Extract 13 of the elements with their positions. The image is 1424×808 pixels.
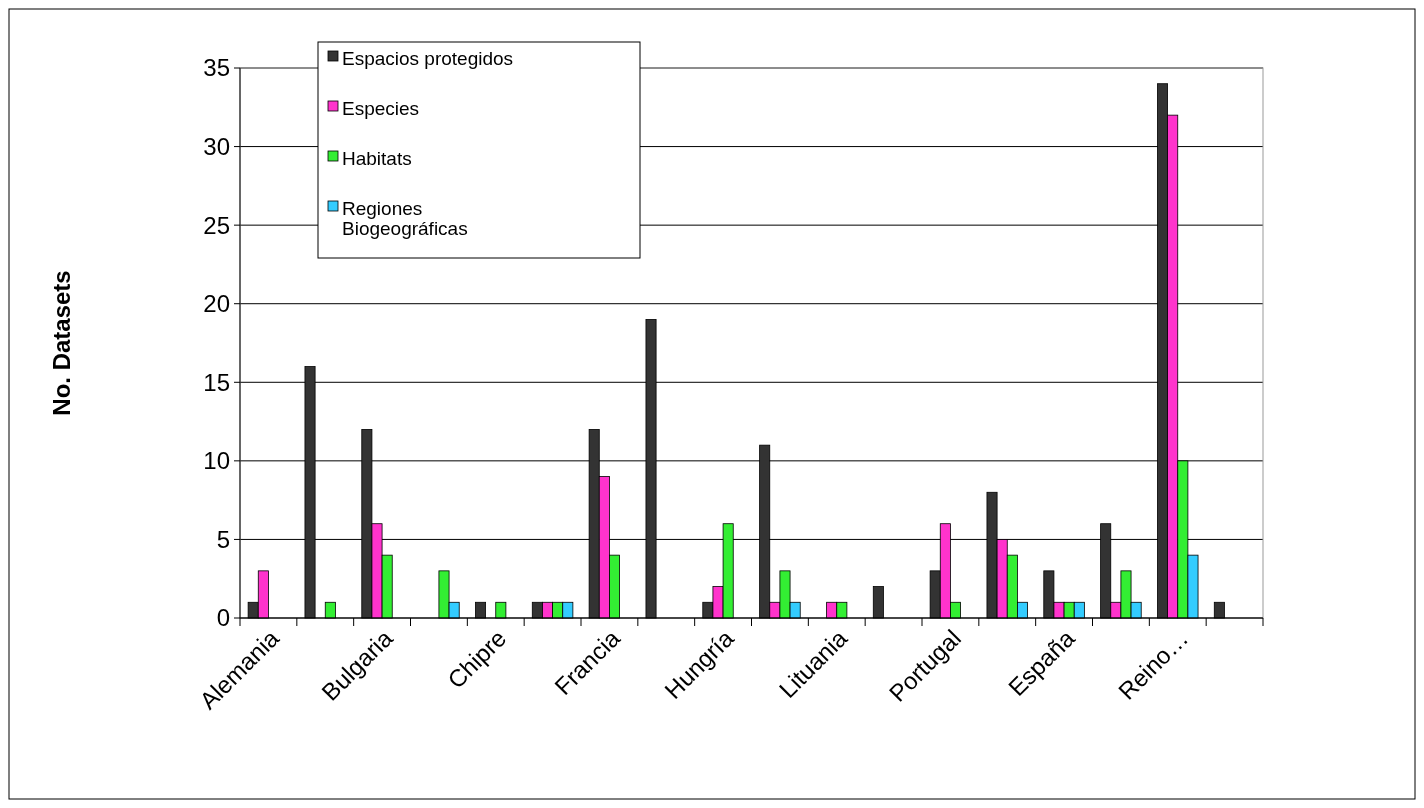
- y-tick-label: 10: [203, 447, 230, 475]
- legend-label: Habitats: [342, 147, 412, 169]
- legend-label: Especies: [342, 97, 420, 119]
- y-tick-label: 0: [216, 604, 230, 632]
- legend-label: Espacios protegidos: [342, 47, 514, 69]
- y-tick-label: 5: [216, 525, 230, 553]
- y-tick-label: 25: [203, 211, 230, 239]
- y-tick-label: 30: [203, 132, 230, 160]
- y-tick-label: 35: [203, 54, 230, 82]
- y-tick-label: 15: [203, 368, 230, 396]
- y-axis-title: No. Datasets: [48, 270, 75, 416]
- y-tick-label: 20: [203, 290, 230, 318]
- legend-label: Regiones Biogeográficas: [342, 197, 468, 239]
